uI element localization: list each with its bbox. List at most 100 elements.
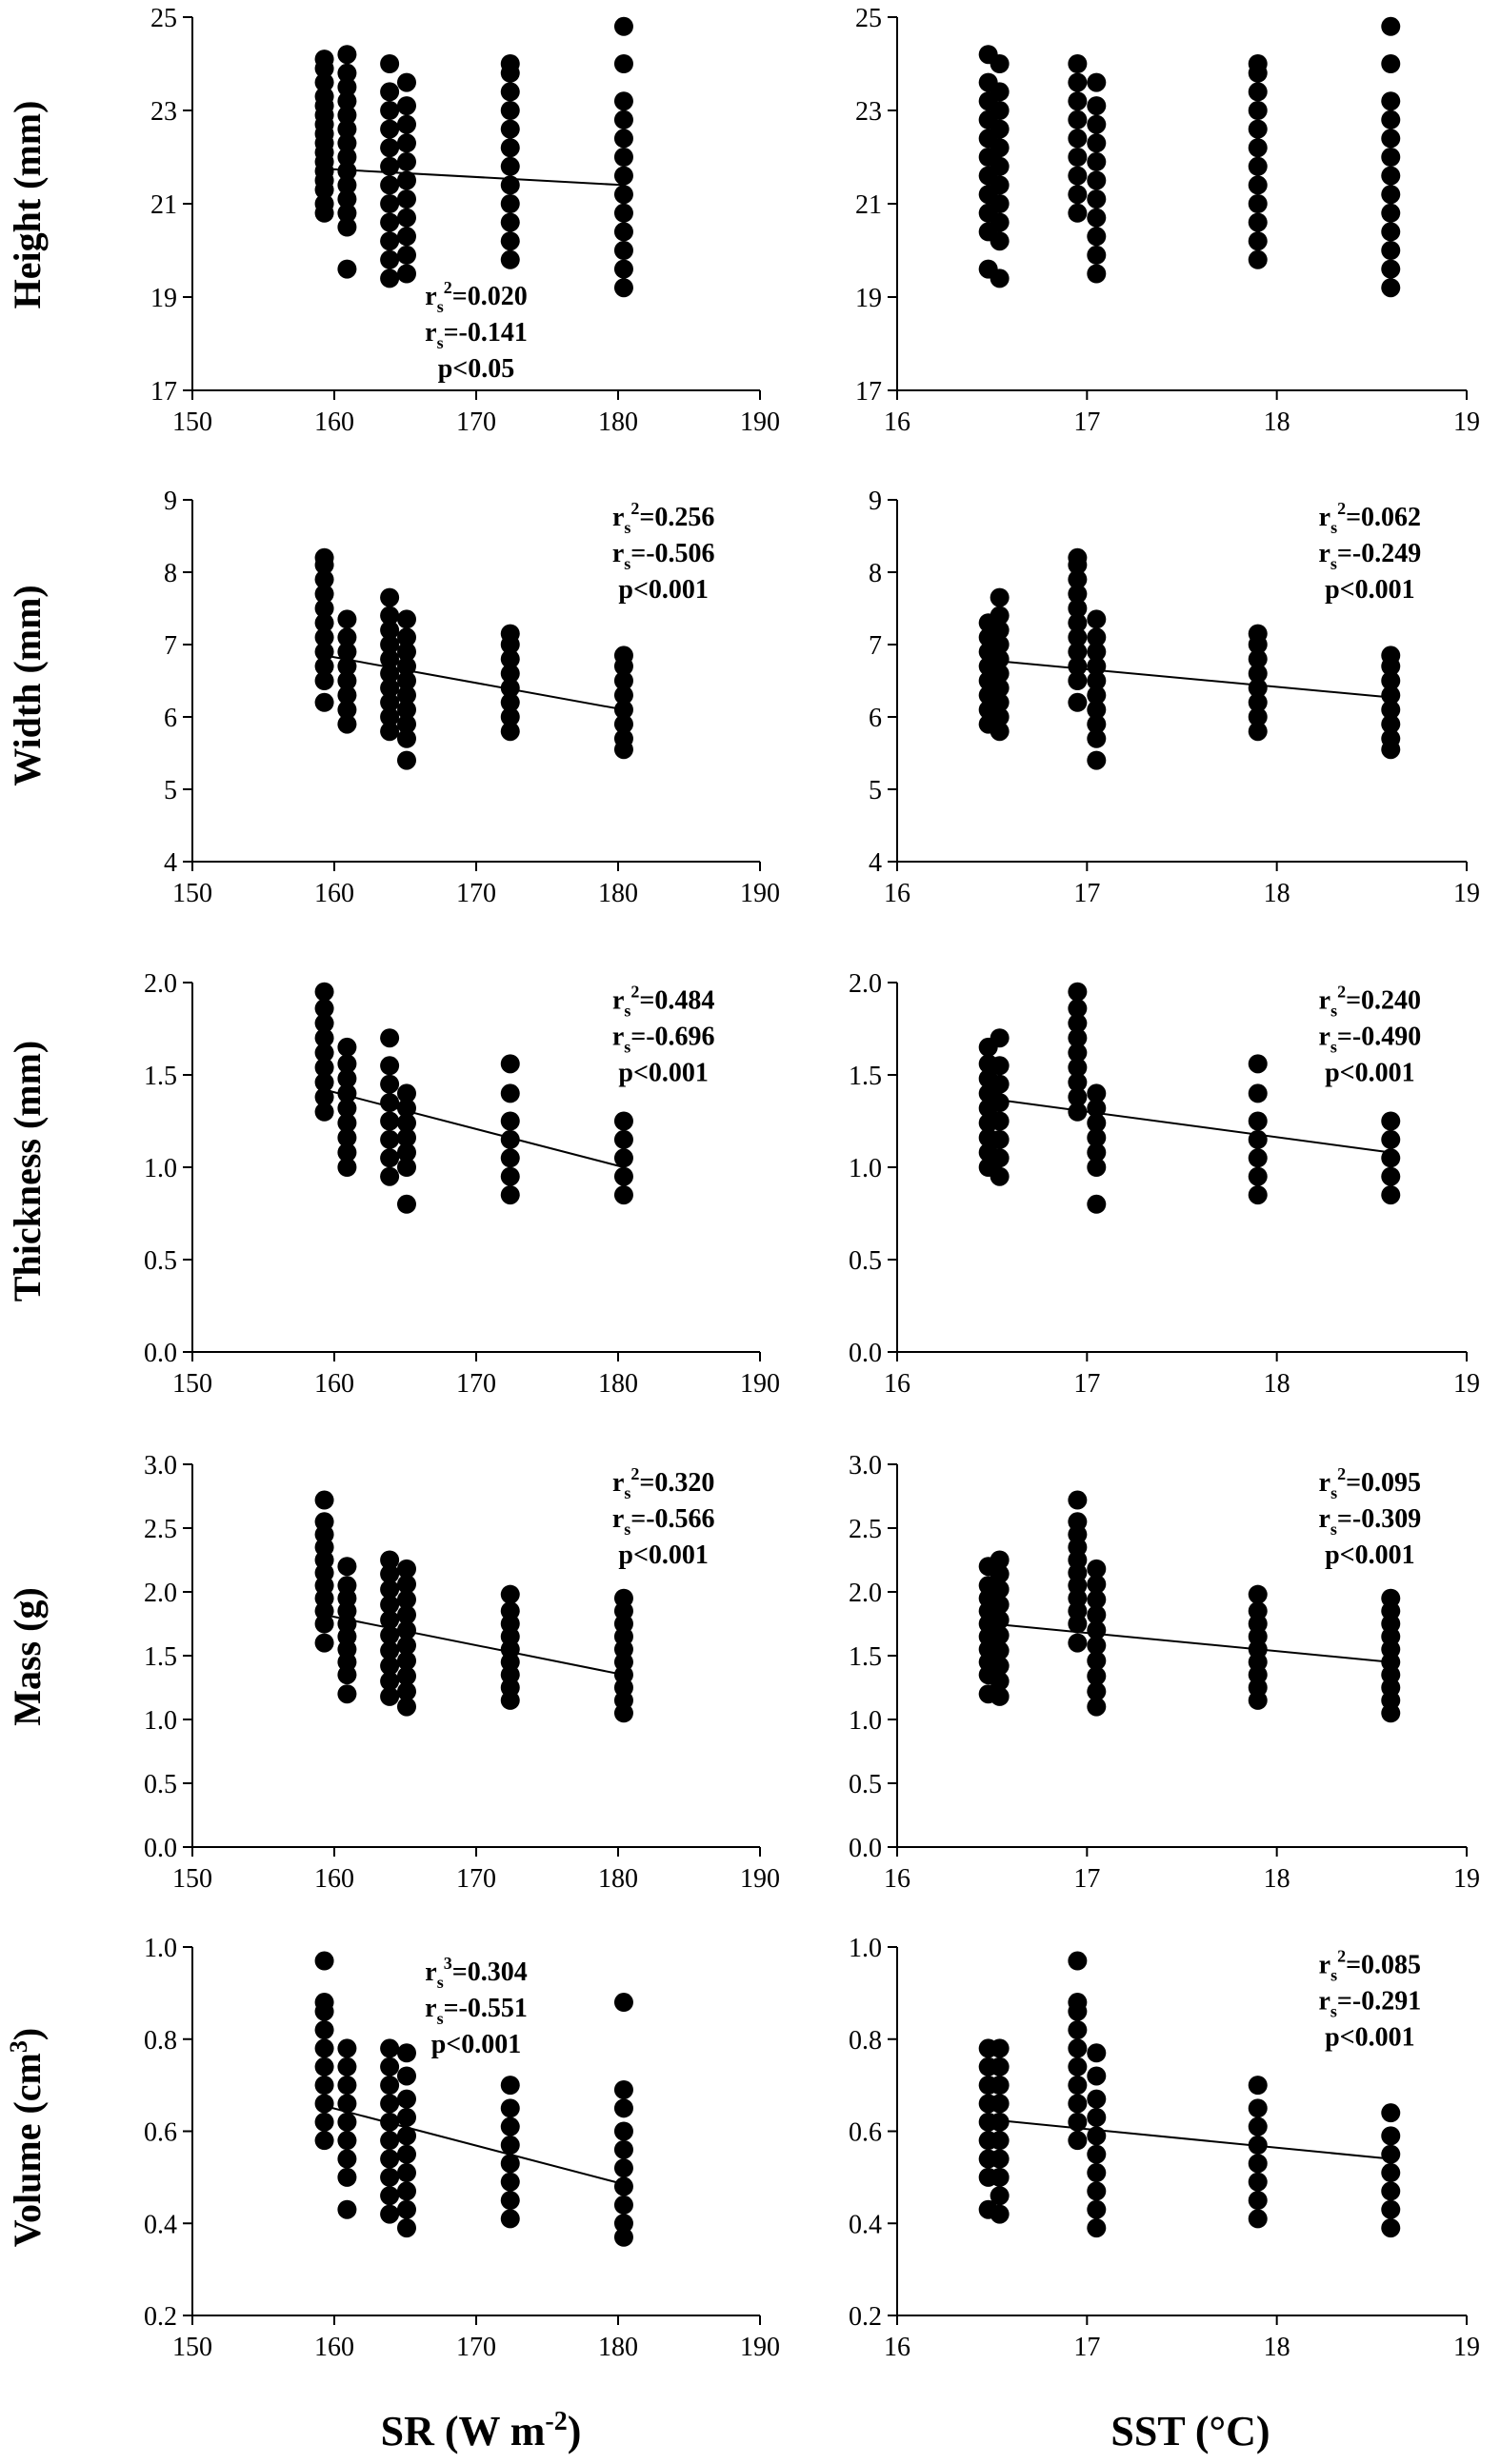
xlabel-sr-text: SR (W m — [381, 2408, 546, 2454]
data-point — [1248, 649, 1268, 669]
data-point — [314, 1993, 334, 2013]
data-point — [380, 1129, 400, 1149]
data-point — [1068, 584, 1088, 604]
data-point — [1087, 151, 1107, 171]
data-point — [990, 2076, 1010, 2096]
data-point — [1248, 2172, 1268, 2192]
data-point — [1381, 686, 1401, 705]
data-point — [314, 1043, 334, 1063]
data-point — [396, 728, 416, 748]
stat-r-prefix: r — [612, 539, 624, 568]
data-point — [1087, 1083, 1107, 1103]
data-point — [990, 1056, 1010, 1076]
data-point — [1087, 728, 1107, 748]
data-point — [396, 700, 416, 720]
data-point — [380, 1580, 400, 1600]
data-point — [990, 649, 1010, 669]
stat-p: p<0.001 — [618, 575, 709, 605]
data-point — [396, 2107, 416, 2127]
data-point — [1087, 642, 1107, 662]
y-tick-label: 1.5 — [849, 1642, 882, 1672]
data-point — [990, 2204, 1010, 2224]
data-point — [990, 1028, 1010, 1048]
y-tick-label: 1.0 — [849, 1934, 882, 1963]
stat-r2: rs2=0.256 — [612, 499, 714, 537]
data-point — [396, 2066, 416, 2086]
data-point — [314, 1072, 334, 1092]
data-point — [990, 82, 1010, 102]
data-point — [1087, 245, 1107, 265]
data-point — [1087, 1666, 1107, 1686]
data-point — [500, 1185, 520, 1205]
data-point — [990, 1580, 1010, 1600]
y-tick-label: 1.5 — [849, 1062, 882, 1091]
data-point — [1087, 750, 1107, 770]
data-point — [1381, 1185, 1401, 1205]
y-tick-label: 5 — [164, 776, 177, 805]
data-point — [990, 156, 1010, 176]
x-tick-label: 180 — [598, 2333, 638, 2362]
data-point — [1381, 129, 1401, 149]
data-point — [500, 692, 520, 712]
data-point — [380, 2057, 400, 2077]
data-point — [990, 212, 1010, 232]
data-point — [1068, 1490, 1088, 1510]
data-point — [314, 584, 334, 604]
y-tick-label: 1.5 — [144, 1642, 177, 1672]
data-point — [380, 1564, 400, 1584]
data-point — [613, 16, 633, 36]
data-point — [1248, 1185, 1268, 1205]
data-point — [337, 217, 357, 237]
data-point — [1248, 1166, 1268, 1186]
data-point — [1087, 2163, 1107, 2183]
data-point — [500, 1083, 520, 1103]
stat-r-sub: s — [1330, 1037, 1337, 1056]
y-tick-label: 7 — [164, 631, 177, 661]
data-point — [990, 707, 1010, 726]
data-point — [990, 175, 1010, 195]
data-point — [337, 259, 357, 279]
ylabel-height: Height (mm) — [6, 101, 49, 309]
stat-r: rs=-0.141 — [425, 318, 528, 352]
data-point — [990, 1625, 1010, 1645]
data-point — [500, 1601, 520, 1621]
data-point — [990, 692, 1010, 712]
trend-line — [991, 1622, 1391, 1663]
y-tick-label: 25 — [855, 4, 882, 33]
data-point — [396, 170, 416, 190]
stat-r2-sup: 2 — [630, 982, 639, 1001]
stat-r2-value: =0.304 — [452, 1957, 528, 1987]
data-point — [396, 1158, 416, 1177]
data-point — [500, 1111, 520, 1131]
data-point — [380, 2076, 400, 2096]
x-tick-label: 16 — [884, 2333, 910, 2362]
stat-r-prefix: r — [425, 318, 436, 348]
data-point — [613, 259, 633, 279]
stat-p: p<0.001 — [1325, 1540, 1415, 1570]
data-point — [500, 2154, 520, 2174]
data-point — [380, 649, 400, 669]
data-point — [314, 1512, 334, 1532]
data-point — [1068, 1951, 1088, 1971]
data-point — [1068, 2094, 1088, 2114]
data-point — [1248, 231, 1268, 251]
xlabel-sst: SST (°C) — [1110, 2408, 1270, 2454]
x-tick-label: 16 — [884, 407, 910, 437]
data-point — [1087, 1651, 1107, 1671]
data-point — [396, 1194, 416, 1214]
stat-r: rs=-0.249 — [1318, 539, 1421, 573]
data-point — [500, 2136, 520, 2156]
data-point — [613, 1993, 633, 2013]
stat-r2: rs2=0.484 — [612, 982, 714, 1020]
data-point — [1068, 692, 1088, 712]
x-tick-label: 17 — [1073, 1369, 1100, 1399]
data-point — [1248, 722, 1268, 742]
stat-r2-value: =0.020 — [452, 282, 528, 311]
stat-r-prefix: r — [425, 1994, 436, 2023]
data-point — [396, 151, 416, 171]
data-point — [990, 1656, 1010, 1676]
x-tick-label: 18 — [1264, 1369, 1290, 1399]
data-point — [314, 613, 334, 633]
y-tick-label: 1.0 — [144, 1706, 177, 1736]
